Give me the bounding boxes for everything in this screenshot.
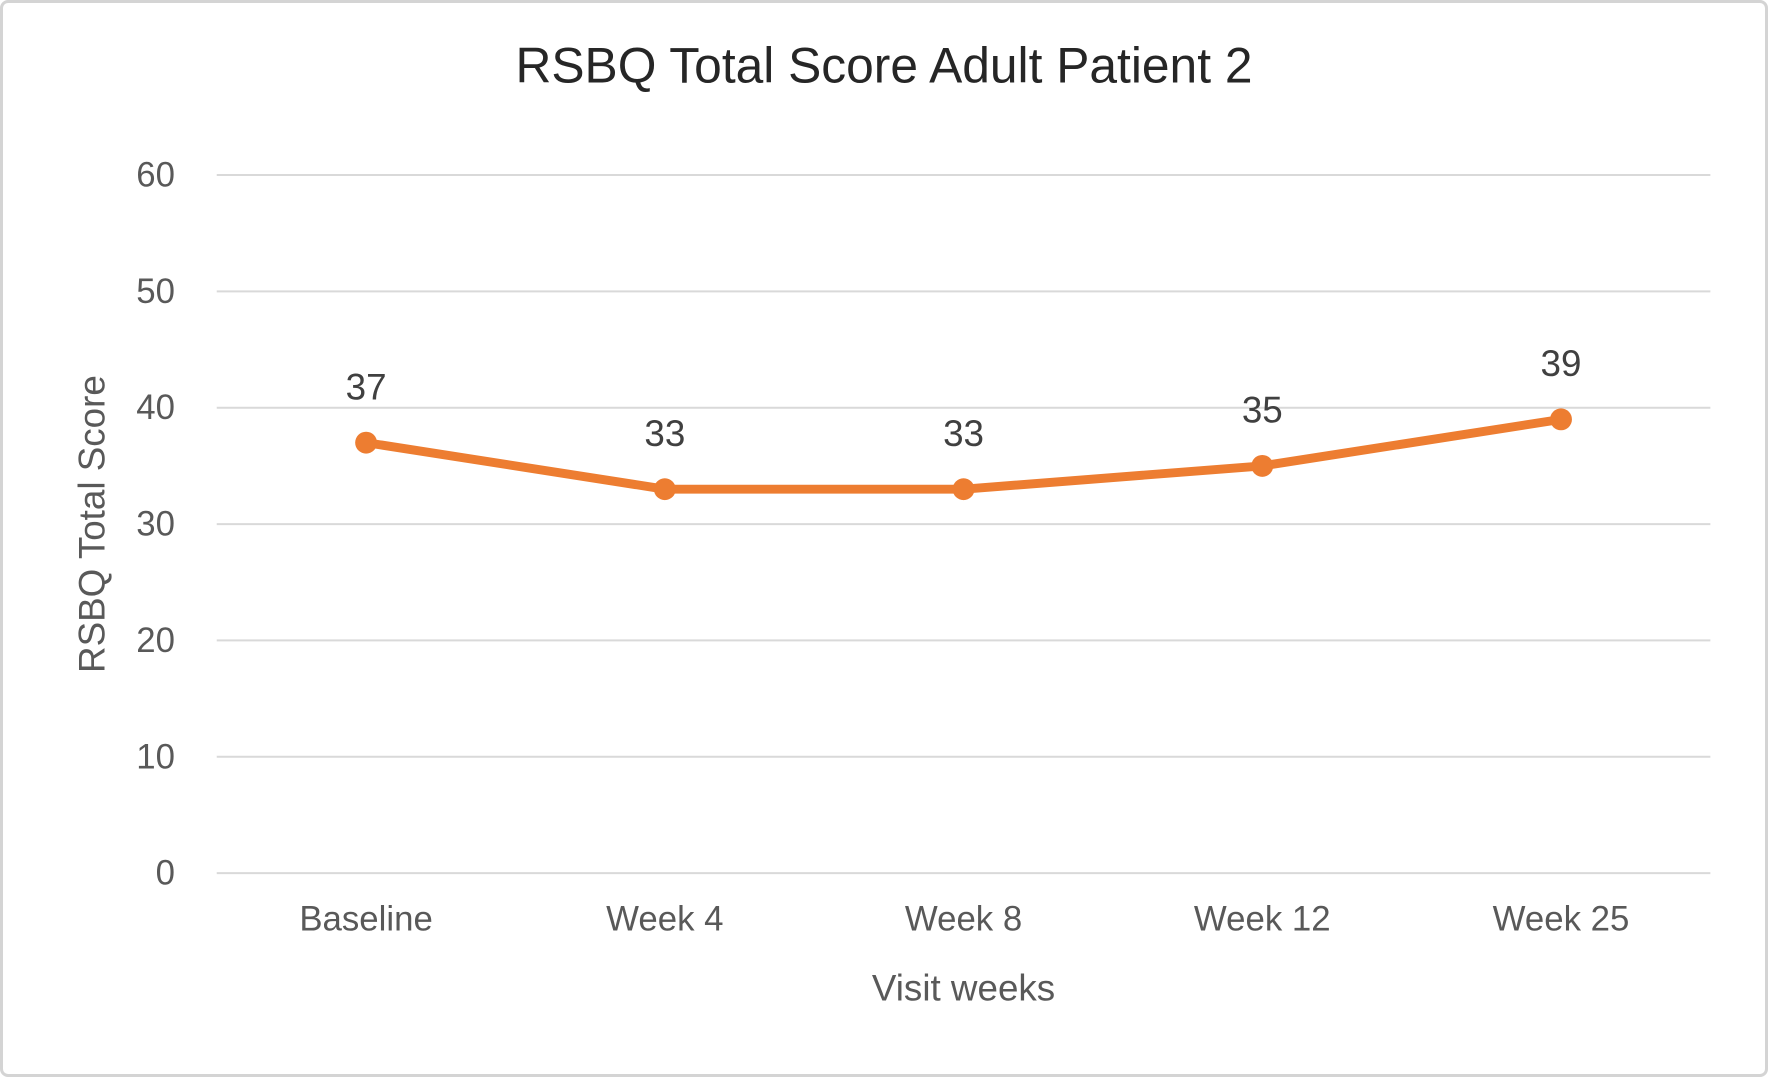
data-point-marker — [1251, 454, 1274, 477]
chart-title: RSBQ Total Score Adult Patient 2 — [516, 38, 1253, 94]
y-tick-label: 50 — [136, 272, 175, 311]
y-tick-label: 40 — [136, 388, 175, 427]
y-tick-label: 30 — [136, 505, 175, 544]
x-category-label: Baseline — [299, 899, 432, 938]
data-point-marker — [355, 431, 378, 454]
data-labels: 37 33 33 35 39 — [346, 343, 1582, 454]
data-point-marker — [653, 478, 676, 501]
data-point-marker — [1550, 408, 1572, 431]
data-point-label: 39 — [1541, 343, 1582, 384]
data-point-label: 37 — [346, 366, 387, 407]
line-chart: 0 10 20 30 40 50 60 Baseline Week 4 Week 8 Week 1… — [71, 38, 1711, 1008]
y-tick-label: 60 — [136, 156, 175, 195]
x-axis-title: Visit weeks — [872, 967, 1055, 1008]
data-point-label: 33 — [644, 413, 685, 454]
y-axis-title: RSBQ Total Score — [71, 375, 112, 673]
data-point-label: 35 — [1242, 390, 1283, 431]
y-tick-label: 0 — [156, 854, 175, 893]
gridlines — [216, 174, 1711, 875]
y-axis-tick-labels: 0 10 20 30 40 50 60 — [136, 156, 175, 893]
y-tick-label: 20 — [136, 621, 175, 660]
data-point-label: 33 — [943, 413, 984, 454]
x-category-label: Week 4 — [606, 899, 723, 938]
x-category-label: Week 8 — [905, 899, 1022, 938]
data-point-marker — [952, 478, 975, 501]
x-axis-category-labels: Baseline Week 4 Week 8 Week 12 Week 25 — [299, 899, 1629, 938]
line-series — [355, 408, 1572, 501]
x-category-label: Week 25 — [1493, 899, 1630, 938]
x-category-label: Week 12 — [1194, 899, 1331, 938]
y-tick-label: 10 — [136, 737, 175, 776]
